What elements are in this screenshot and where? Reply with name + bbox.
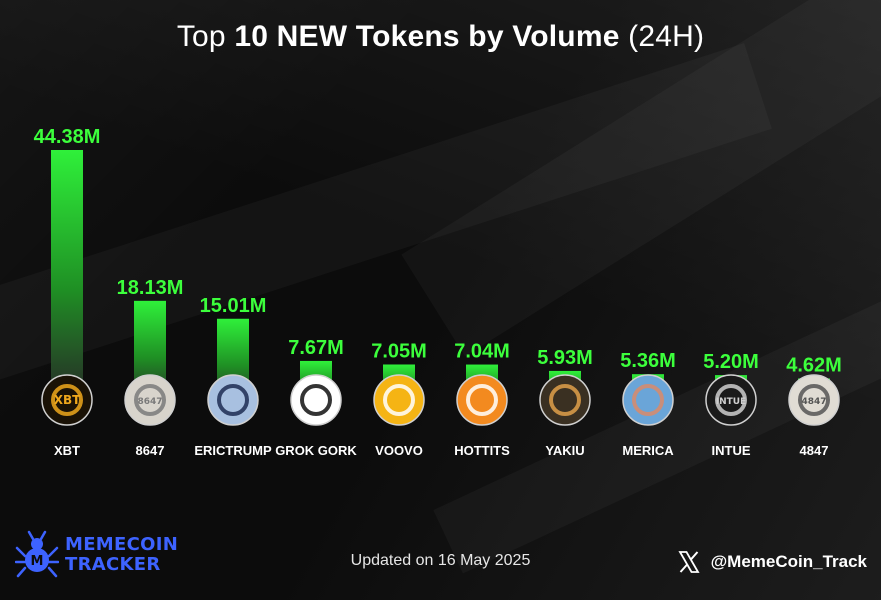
data-label: 18.13M xyxy=(117,277,184,299)
brand-line2: TRACKER xyxy=(65,554,161,575)
voovo-mascot-icon xyxy=(373,374,425,426)
data-label: 7.04M xyxy=(454,341,510,363)
chart-title: Top 10 NEW Tokens by Volume (24H) xyxy=(0,20,881,54)
updated-date: Updated on 16 May 2025 xyxy=(350,552,531,569)
4847-logo-icon: 4847 xyxy=(788,374,840,426)
category-label: HOTTITS xyxy=(454,443,510,458)
erictrump-avatar-icon xyxy=(207,374,259,426)
category-label: XBT xyxy=(54,443,80,458)
bitcoin-icon xyxy=(456,374,508,426)
category-label: ERICTRUMP xyxy=(194,443,272,458)
title-bold: 10 NEW Tokens by Volume xyxy=(234,20,620,53)
data-label: 15.01M xyxy=(200,295,267,317)
handle-text: @MemeCoin_Track xyxy=(710,552,867,571)
yakiu-mascot-icon xyxy=(539,374,591,426)
8647-logo-icon: 8647 xyxy=(124,374,176,426)
title-suffix: (24H) xyxy=(619,20,705,53)
category-label: 4847 xyxy=(800,443,829,458)
category-label: INTUE xyxy=(712,443,751,458)
data-label: 7.05M xyxy=(371,340,427,362)
spider-icon: M xyxy=(15,530,59,578)
category-label: MERICA xyxy=(622,443,674,458)
data-label: 5.36M xyxy=(620,350,676,372)
category-label: VOOVO xyxy=(375,443,423,458)
xbt-logo-icon: XBT xyxy=(41,374,93,426)
svg-text:4847: 4847 xyxy=(801,397,826,407)
data-label: 7.67M xyxy=(288,337,344,359)
category-label: 8647 xyxy=(136,443,165,458)
social-handle[interactable]: @MemeCoin_Track xyxy=(677,550,867,574)
category-label: YAKIU xyxy=(545,443,584,458)
data-label: 44.38M xyxy=(34,126,101,148)
title-prefix: Top xyxy=(176,20,235,53)
merica-avatar-icon xyxy=(622,374,674,426)
svg-text:M: M xyxy=(31,554,44,569)
svg-text:8647: 8647 xyxy=(137,397,162,407)
bar-xbt xyxy=(51,150,83,405)
category-label: GROK GORK xyxy=(275,443,357,458)
data-label: 4.62M xyxy=(786,354,842,376)
x-logo-icon xyxy=(678,551,700,573)
data-label: 5.93M xyxy=(537,347,593,369)
brand-logo: M MEMECOIN TRACKER xyxy=(15,530,178,580)
svg-text:INTUE: INTUE xyxy=(716,397,746,407)
svg-text:XBT: XBT xyxy=(54,393,81,407)
yin-yang-icon xyxy=(290,374,342,426)
intue-logo-icon: INTUE xyxy=(705,374,757,426)
brand-line1: MEMECOIN xyxy=(65,534,179,555)
data-label: 5.20M xyxy=(703,351,759,373)
